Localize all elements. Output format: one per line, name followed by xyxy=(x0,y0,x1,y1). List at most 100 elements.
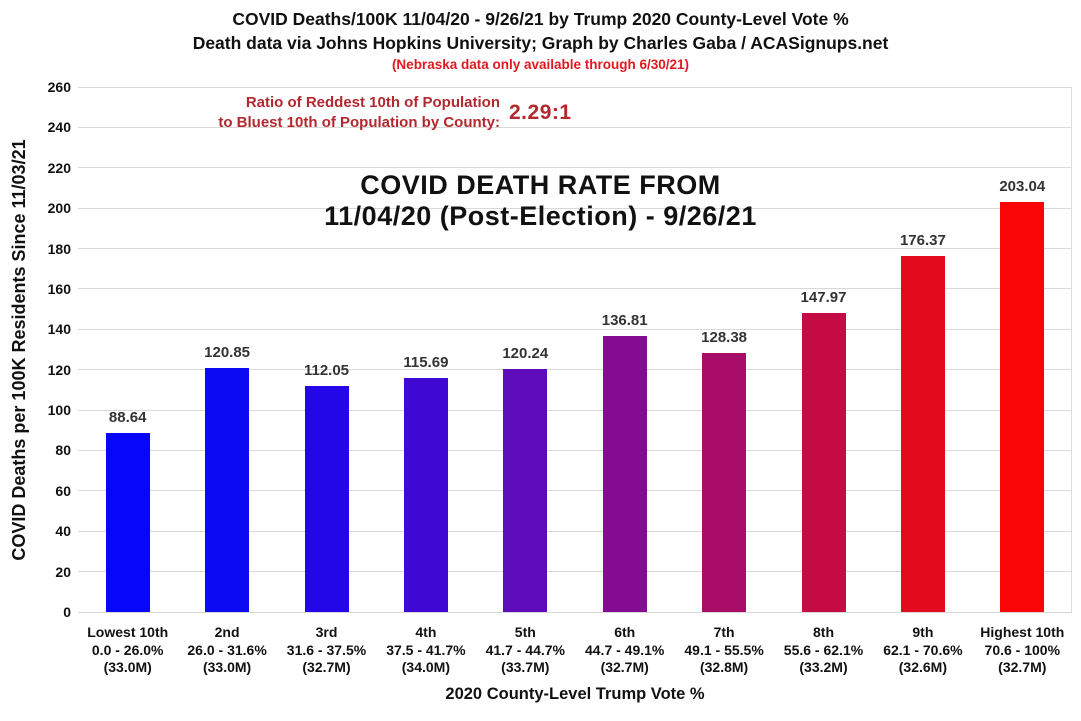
bar-value-label: 120.24 xyxy=(502,345,549,363)
x-category-label: Lowest 10th 0.0 - 26.0% (33.0M) xyxy=(58,624,198,677)
x-category-population: (33.2M) xyxy=(799,659,848,675)
bar-value-label: 147.97 xyxy=(800,289,847,307)
bar xyxy=(205,367,250,612)
bar-value-label: 176.37 xyxy=(899,231,946,249)
x-category-range: 49.1 - 55.5% xyxy=(684,641,764,658)
bar xyxy=(1000,202,1045,612)
bar-value-label: 120.85 xyxy=(204,343,251,361)
bar-value-label: 88.64 xyxy=(108,409,147,427)
bar-value-label: 136.81 xyxy=(601,311,648,329)
y-tick-label: 200 xyxy=(47,200,71,217)
plot-area: 88.64 120.85 112.05 115.69 120.24 136.81 128.3… xyxy=(78,86,1072,613)
y-tick-label: 140 xyxy=(47,321,71,338)
x-category-rank: Lowest 10th xyxy=(87,624,169,640)
x-category-range: 0.0 - 26.0% xyxy=(91,641,164,658)
x-category-rank: 9th xyxy=(912,624,934,640)
x-category-rank: 3rd xyxy=(315,624,338,640)
ratio-annotation: Ratio of Reddest 10th of Population to B… xyxy=(140,93,572,132)
nebraska-note: (Nebraska data only available through 6/… xyxy=(391,57,690,72)
bar-value-label: 112.05 xyxy=(303,361,350,379)
x-category-label: 9th 62.1 - 70.6% (32.6M) xyxy=(853,624,993,677)
bar xyxy=(900,255,945,612)
gridline xyxy=(78,490,1072,492)
x-category-rank: 6th xyxy=(614,624,636,640)
chart-title: COVID DEATH RATE FROM 11/04/20 (Post-Ele… xyxy=(0,170,1081,232)
y-tick-label: 0 xyxy=(63,604,71,620)
x-category-population: (33.7M) xyxy=(501,659,550,675)
y-tick-label: 60 xyxy=(55,482,71,499)
x-category-label: 3rd 31.6 - 37.5% (32.7M) xyxy=(257,624,397,677)
page-title: COVID Deaths/100K 11/04/20 - 9/26/21 by … xyxy=(232,9,849,29)
bar xyxy=(403,378,448,612)
ratio-annotation-label: Ratio of Reddest 10th of Population to B… xyxy=(140,93,500,132)
x-category-range: 55.6 - 62.1% xyxy=(783,641,864,658)
chart-title-line2: 11/04/20 (Post-Election) - 9/26/21 xyxy=(324,201,757,231)
x-category-label: 4th 37.5 - 41.7% (34.0M) xyxy=(356,624,496,677)
y-tick-label: 240 xyxy=(47,119,71,136)
bar xyxy=(105,433,150,612)
x-category-range: 44.7 - 49.1% xyxy=(584,641,665,658)
x-category-label: 7th 49.1 - 55.5% (32.8M) xyxy=(654,624,794,677)
x-category-population: (32.8M) xyxy=(699,659,749,675)
gridline xyxy=(78,328,1072,330)
gridline xyxy=(78,207,1072,209)
gridline xyxy=(78,571,1072,573)
header: COVID Deaths/100K 11/04/20 - 9/26/21 by … xyxy=(0,7,1081,74)
x-category-range: 62.1 - 70.6% xyxy=(883,641,963,658)
y-axis-ticks: 0 20 40 60 80 100 120 140 160 180 200 220 240 260 xyxy=(0,79,71,620)
x-category-population: (32.7M) xyxy=(600,659,649,675)
y-tick-label: 160 xyxy=(47,280,71,297)
x-category-range: 70.6 - 100% xyxy=(984,641,1061,658)
x-category-label: 6th 44.7 - 49.1% (32.7M) xyxy=(555,624,695,677)
x-category-range: 37.5 - 41.7% xyxy=(386,641,466,658)
bar-value-label: 203.04 xyxy=(999,178,1046,196)
bar xyxy=(702,352,747,612)
gridline xyxy=(78,530,1072,532)
plot-right-border xyxy=(1071,87,1072,612)
x-category-label: 8th 55.6 - 62.1% (33.2M) xyxy=(754,624,894,677)
chart-title-line1: COVID DEATH RATE FROM xyxy=(360,170,721,200)
x-category-rank: 4th xyxy=(415,624,437,640)
y-tick-label: 220 xyxy=(47,159,71,176)
ratio-value: 2.29:1 xyxy=(509,100,572,124)
bar xyxy=(503,369,548,612)
x-axis-title: 2020 County-Level Trump Vote % xyxy=(445,685,705,703)
gridline xyxy=(78,126,1072,128)
ratio-line2: to Bluest 10th of Population by County: xyxy=(218,113,500,131)
page-subtitle: Death data via Johns Hopkins University;… xyxy=(192,33,889,53)
gridline xyxy=(78,288,1072,290)
gridline xyxy=(78,369,1072,371)
x-category-population: (32.6M) xyxy=(898,659,947,675)
x-category-population: (33.0M) xyxy=(103,659,152,675)
y-tick-label: 20 xyxy=(55,563,71,580)
x-category-rank: 5th xyxy=(514,624,536,640)
x-category-label: 2nd 26.0 - 31.6% (33.0M) xyxy=(157,624,297,677)
gridline xyxy=(78,611,1072,613)
x-category-label: 5th 41.7 - 44.7% (33.7M) xyxy=(455,624,595,677)
gridline xyxy=(78,449,1072,451)
y-tick-label: 80 xyxy=(55,442,71,459)
bar-value-label: 115.69 xyxy=(403,354,449,372)
y-tick-label: 100 xyxy=(47,402,71,419)
x-category-range: 26.0 - 31.6% xyxy=(187,641,267,658)
y-tick-label: 260 xyxy=(47,79,71,95)
x-category-label: Highest 10th 70.6 - 100% (32.7M) xyxy=(952,624,1081,677)
x-category-population: (33.0M) xyxy=(202,659,252,675)
x-category-rank: 8th xyxy=(813,624,834,640)
bar xyxy=(801,313,846,612)
x-category-population: (32.7M) xyxy=(998,659,1047,675)
bar xyxy=(304,385,349,612)
x-category-rank: 7th xyxy=(713,624,735,640)
gridline xyxy=(78,409,1072,411)
bar-value-label: 128.38 xyxy=(701,328,748,346)
bar xyxy=(602,335,647,612)
x-category-range: 31.6 - 37.5% xyxy=(286,641,367,658)
x-category-population: (34.0M) xyxy=(401,659,450,675)
x-category-rank: Highest 10th xyxy=(980,624,1065,640)
gridline xyxy=(78,86,1072,88)
y-tick-label: 120 xyxy=(47,361,71,378)
x-category-population: (32.7M) xyxy=(302,659,351,675)
y-tick-label: 180 xyxy=(47,240,71,257)
gridline xyxy=(78,167,1072,169)
x-axis-category-labels: Lowest 10th 0.0 - 26.0% (33.0M) 2nd 26.0 - 3… xyxy=(78,624,1072,680)
